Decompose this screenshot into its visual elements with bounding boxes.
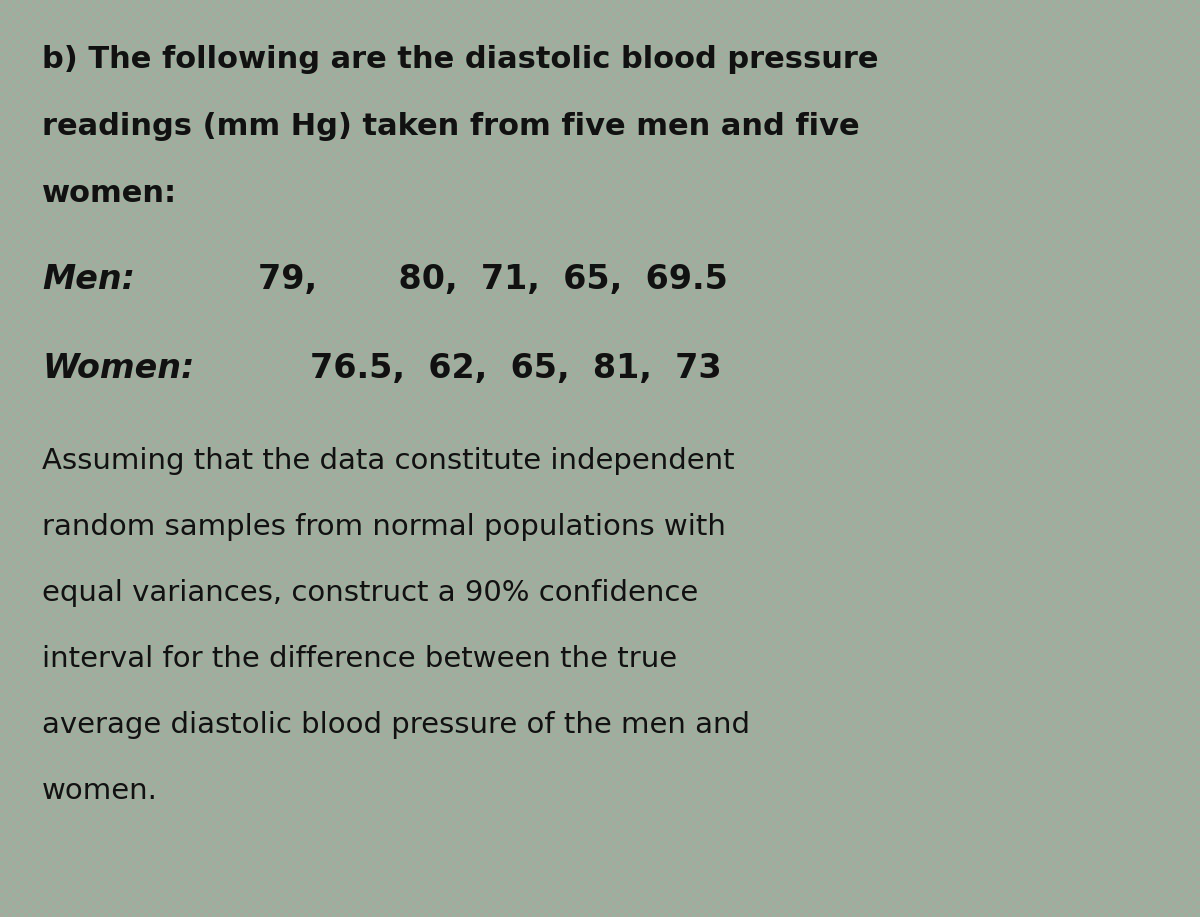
Text: random samples from normal populations with: random samples from normal populations w… [42,514,726,541]
Text: interval for the difference between the true: interval for the difference between the … [42,646,677,673]
Text: b) The following are the diastolic blood pressure: b) The following are the diastolic blood… [42,45,878,74]
Text: 76.5,  62,  65,  81,  73: 76.5, 62, 65, 81, 73 [310,352,721,385]
Text: average diastolic blood pressure of the men and: average diastolic blood pressure of the … [42,712,750,739]
Text: equal variances, construct a 90% confidence: equal variances, construct a 90% confide… [42,580,698,607]
Text: readings (mm Hg) taken from five men and five: readings (mm Hg) taken from five men and… [42,112,859,141]
Text: women.: women. [42,778,158,805]
Text: women:: women: [42,179,178,208]
Text: Assuming that the data constitute independent: Assuming that the data constitute indepe… [42,447,734,475]
Text: 79,       80,  71,  65,  69.5: 79, 80, 71, 65, 69.5 [258,263,728,296]
Text: Women:: Women: [42,352,194,385]
Text: Men:: Men: [42,263,134,296]
